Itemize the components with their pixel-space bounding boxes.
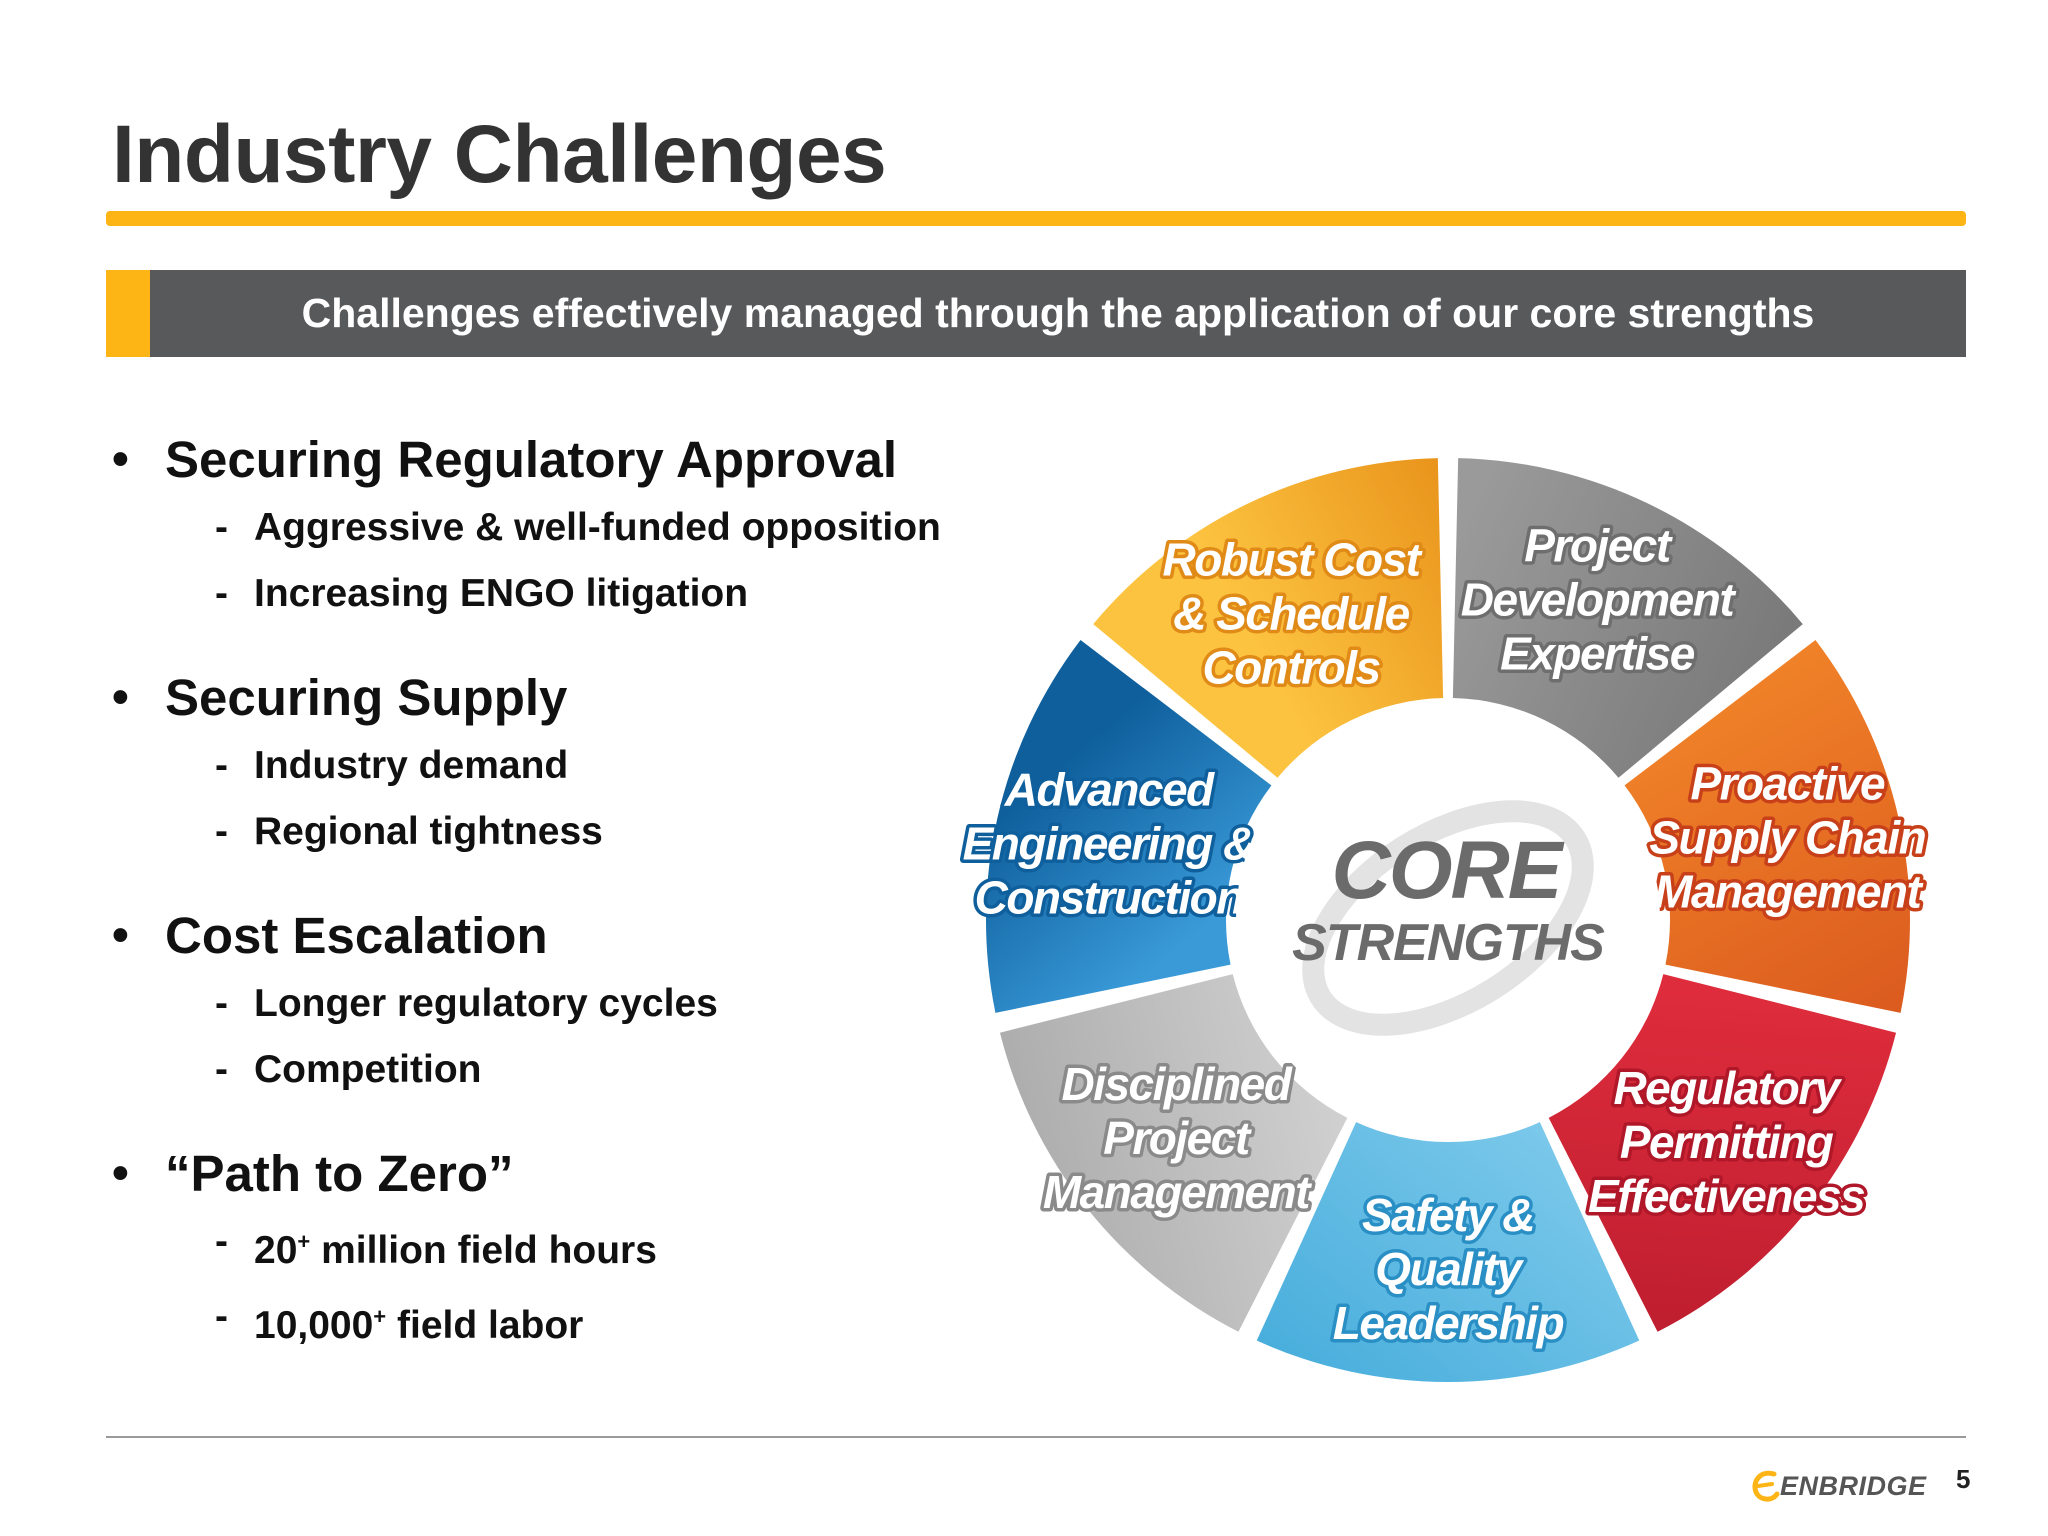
challenge-list: Securing Regulatory Approval Aggressive …: [112, 425, 972, 1395]
detail-rest: million field hours: [310, 1229, 657, 1272]
subtitle-banner: Challenges effectively managed through t…: [150, 270, 1966, 357]
challenge-group: Securing Supply Industry demand Regional…: [112, 663, 972, 865]
segment-label: Management: [1654, 866, 1923, 918]
wheel-segment-safety-quality-leadership: [1256, 1122, 1640, 1382]
segment-label: Development: [1461, 573, 1737, 625]
detail-rest: field labor: [386, 1304, 584, 1347]
segment-label: Robust Cost: [1163, 533, 1423, 585]
challenge-detail: Aggressive & well-funded opposition: [112, 495, 972, 561]
detail-superscript: +: [373, 1304, 387, 1329]
page-number: 5: [1956, 1464, 1971, 1494]
challenge-detail: Increasing ENGO litigation: [112, 561, 972, 627]
banner-accent: [106, 270, 150, 357]
challenge-heading: Securing Supply: [112, 663, 972, 733]
challenge-heading: Securing Regulatory Approval: [112, 425, 972, 495]
challenge-group: “Path to Zero” 20+ million field hours 1…: [112, 1139, 972, 1359]
challenge-detail: 20+ million field hours: [112, 1209, 972, 1284]
segment-label: Management: [1043, 1166, 1312, 1218]
challenge-detail: Regional tightness: [112, 799, 972, 865]
segment-label: Safety &: [1362, 1189, 1534, 1241]
challenge-heading: “Path to Zero”: [112, 1139, 972, 1209]
wheel-segment-advanced-engineering-construction: [986, 639, 1272, 1013]
segment-label: Advanced: [1004, 764, 1215, 816]
wheel-segment-robust-cost-schedule-controls: [1093, 458, 1444, 778]
segment-label: & Schedule: [1173, 587, 1409, 639]
core-strengths-diagram: ProjectDevelopmentExpertiseProactiveSupp…: [959, 458, 1931, 1382]
segment-label: Construction: [975, 872, 1244, 924]
segment-label: Permitting: [1620, 1116, 1834, 1168]
center-title: CORE: [1332, 825, 1565, 916]
segment-label: Project: [1103, 1112, 1252, 1164]
segment-label: Effectiveness: [1588, 1170, 1865, 1222]
segment-label: Regulatory: [1613, 1062, 1842, 1114]
swoosh-watermark-icon: [1302, 800, 1594, 1036]
wheel-segment-proactive-supply-chain-management: [1624, 639, 1910, 1013]
core-strengths-wheel: Project Development Expertise Proactive Supp…: [938, 430, 1998, 1390]
segment-label: Quality: [1375, 1243, 1524, 1295]
wheel-segment-regulatory-permitting-effectiveness: [1548, 974, 1897, 1332]
slide-title: Industry Challenges: [112, 109, 887, 200]
challenge-detail: Competition: [112, 1037, 972, 1103]
segment-label: Supply Chain: [1649, 812, 1925, 864]
center-subtitle: STRENGTHS: [1292, 914, 1605, 972]
wheel-segment-project-development-expertise: [1452, 458, 1803, 778]
segment-label: Engineering &: [963, 818, 1255, 870]
segment-label: Controls: [1202, 641, 1380, 693]
challenge-heading: Cost Escalation: [112, 901, 972, 971]
detail-number: 10,000: [254, 1304, 374, 1347]
challenge-group: Cost Escalation Longer regulatory cycles…: [112, 901, 972, 1103]
logo-wordmark: ENBRIDGE: [1780, 1470, 1927, 1501]
challenge-detail: 10,000+ field labor: [112, 1284, 972, 1359]
wheel-segment-disciplined-project-management: [999, 974, 1348, 1332]
detail-superscript: +: [297, 1229, 311, 1254]
footer-divider: [106, 1436, 1966, 1438]
enbridge-logo: ENBRIDGE: [1750, 1464, 1927, 1508]
enbridge-swoosh-icon: [1752, 1470, 1780, 1502]
segment-label: Project: [1524, 519, 1673, 571]
challenge-detail: Industry demand: [112, 733, 972, 799]
challenge-group: Securing Regulatory Approval Aggressive …: [112, 425, 972, 627]
segment-label: Leadership: [1333, 1297, 1564, 1349]
segment-label: Proactive: [1690, 758, 1885, 810]
detail-number: 20: [254, 1229, 298, 1272]
title-underline: [106, 211, 1966, 226]
challenge-detail: Longer regulatory cycles: [112, 971, 972, 1037]
segment-label: Disciplined: [1061, 1058, 1292, 1110]
segment-label: Expertise: [1500, 627, 1695, 679]
